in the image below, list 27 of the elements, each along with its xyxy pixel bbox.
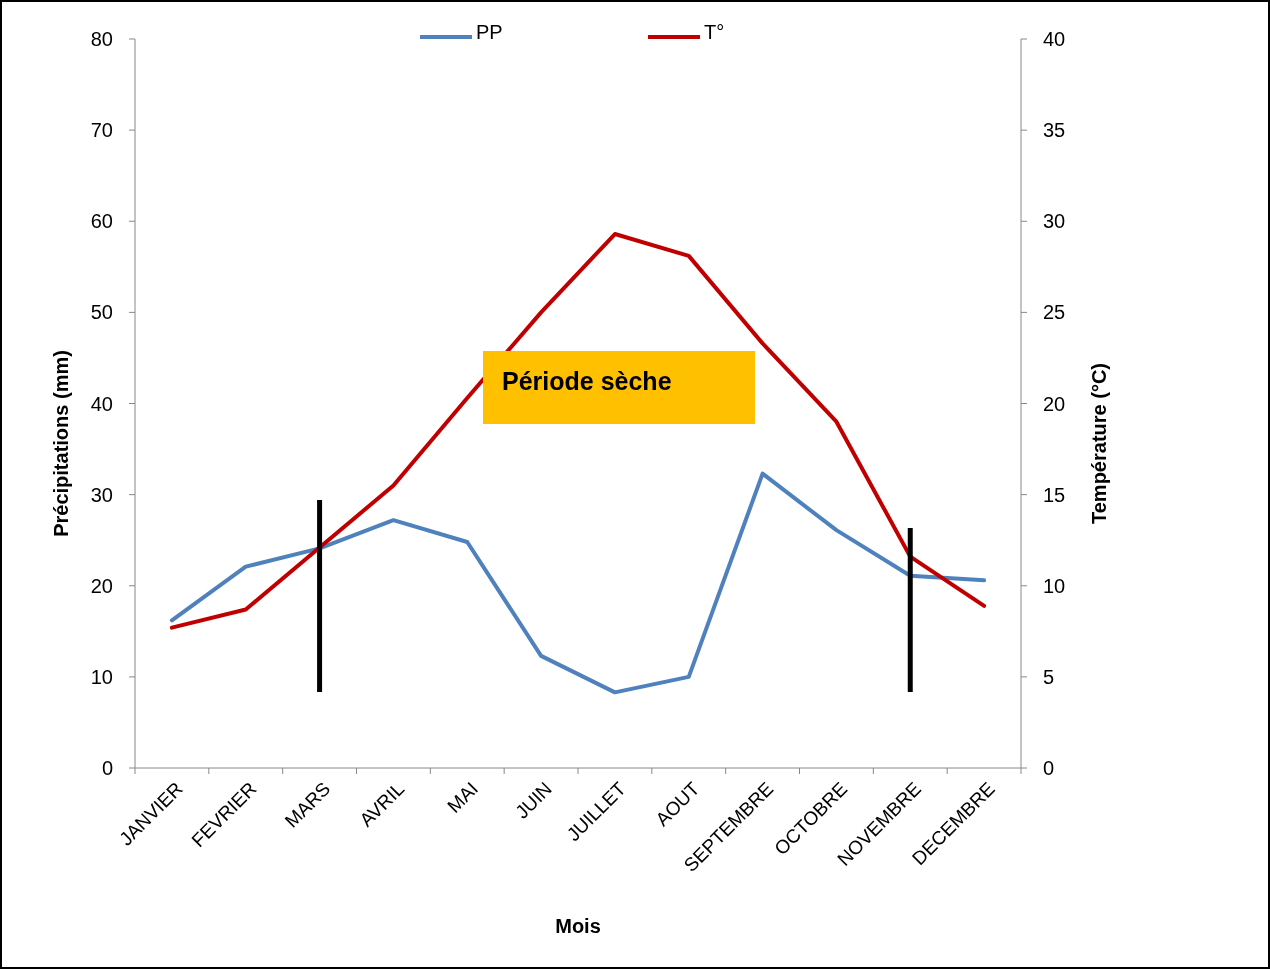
x-tick-label: MAI <box>443 777 483 817</box>
y-tick-label: 0 <box>101 757 113 779</box>
y-tick-label: 50 <box>90 301 113 324</box>
y2-tick-label: 15 <box>1043 483 1066 506</box>
y2-tick-label: 5 <box>1043 665 1055 688</box>
y-tick-label: 40 <box>90 392 113 415</box>
y-tick-label: 60 <box>90 210 113 233</box>
line-series <box>169 232 987 630</box>
y2-tick-label: 35 <box>1043 119 1066 142</box>
y2-tick-label: 40 <box>1043 28 1066 50</box>
legend-label: PP <box>476 21 503 43</box>
y-tick-label: 80 <box>90 28 113 50</box>
annotation: Période sèche <box>502 367 672 395</box>
y-tick-label: 30 <box>90 483 113 506</box>
y2-axis-title: Température (°C) <box>1088 363 1110 524</box>
y-tick-label: 70 <box>90 119 113 142</box>
y2-tick-label: 10 <box>1043 574 1066 597</box>
y2-tick-label: 25 <box>1043 301 1066 324</box>
y2-tick-label: 20 <box>1043 392 1066 415</box>
y2-tick-label: 30 <box>1043 210 1066 233</box>
y-axis-title: Précipitations (mm) <box>50 350 72 537</box>
line-series <box>169 471 987 695</box>
y-tick-label: 20 <box>90 574 113 597</box>
y2-tick-label: 0 <box>1043 757 1055 779</box>
y-tick-label: 10 <box>90 665 113 688</box>
x-axis-title: Mois <box>555 915 601 937</box>
legend-label: T° <box>704 21 725 43</box>
